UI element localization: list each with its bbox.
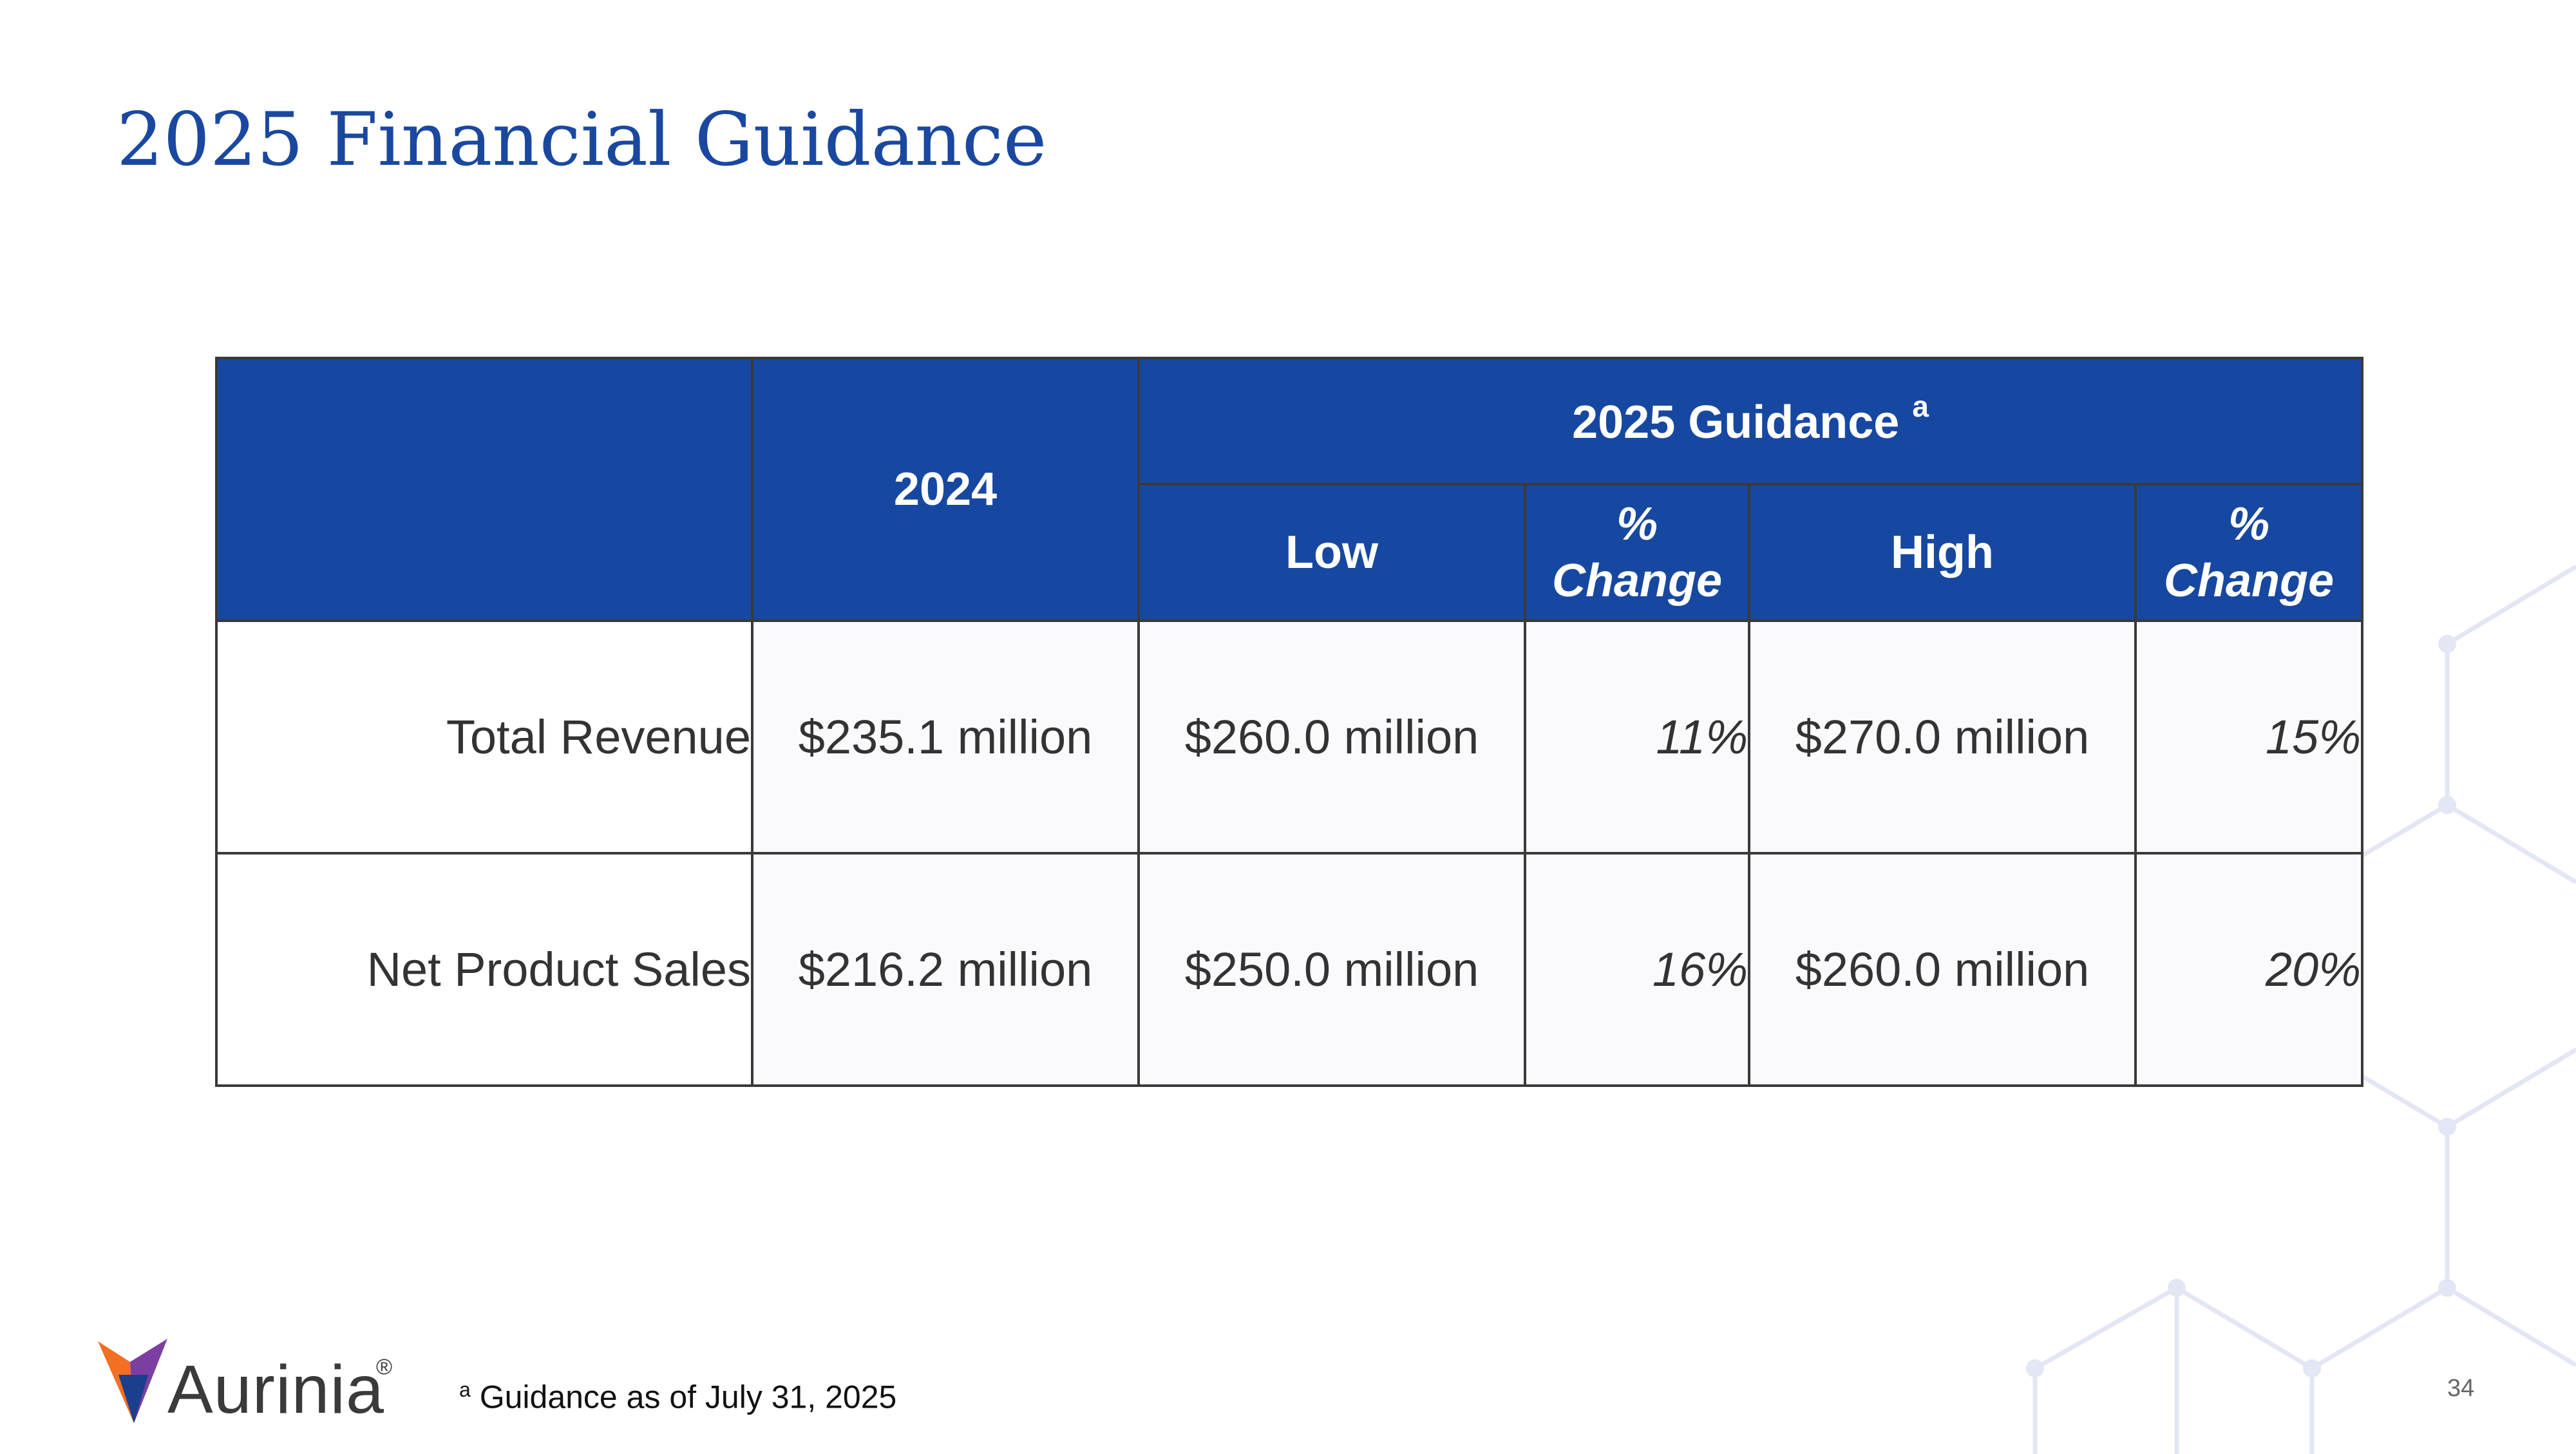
table-row: Net Product Sales $216.2 million $250.0 … bbox=[215, 852, 2363, 1087]
header-pct-symbol: % bbox=[2228, 498, 2270, 550]
value-low-pct: 11% bbox=[1524, 619, 1750, 854]
header-2025-guidance-label: 2025 Guidance bbox=[1572, 396, 1900, 448]
row-label: Total Revenue bbox=[215, 619, 753, 854]
value-high: $260.0 million bbox=[1748, 852, 2137, 1087]
value-low: $250.0 million bbox=[1137, 852, 1526, 1087]
header-high: High bbox=[1748, 483, 2137, 622]
table-subheader-row: Low % Change High % Change bbox=[216, 483, 2363, 622]
value-high-pct: 15% bbox=[2134, 619, 2363, 854]
value-low: $260.0 million bbox=[1137, 619, 1526, 854]
value-low-pct: 16% bbox=[1524, 852, 1750, 1087]
registered-mark: ® bbox=[376, 1355, 393, 1379]
footnote-text: Guidance as of July 31, 2025 bbox=[479, 1379, 897, 1415]
header-change-word: Change bbox=[2163, 555, 2334, 607]
aurinia-logo-mark-icon bbox=[98, 1339, 167, 1423]
table-header-row: 2024 2025 Guidance a bbox=[215, 357, 2363, 622]
slide-title: 2025 Financial Guidance bbox=[117, 97, 1047, 182]
aurinia-logo-wordmark: Aurinia bbox=[167, 1352, 384, 1428]
guidance-table: 2024 2025 Guidance a Low % Change High %… bbox=[215, 357, 2363, 1087]
header-high-pct-change: % Change bbox=[2134, 483, 2363, 622]
row-label: Net Product Sales bbox=[215, 852, 753, 1087]
page-number: 34 bbox=[2447, 1375, 2475, 1402]
header-change-word: Change bbox=[1551, 555, 1723, 607]
header-pct-symbol: % bbox=[1616, 498, 1658, 550]
footnote: a Guidance as of July 31, 2025 bbox=[459, 1378, 896, 1416]
header-2024: 2024 bbox=[751, 357, 1140, 622]
value-2024: $216.2 million bbox=[751, 852, 1140, 1087]
value-high-pct: 20% bbox=[2134, 852, 2363, 1087]
header-blank-cell bbox=[215, 357, 753, 622]
header-low: Low bbox=[1137, 483, 1526, 622]
value-2024: $235.1 million bbox=[751, 619, 1140, 854]
header-2025-guidance: 2025 Guidance a bbox=[1137, 357, 2363, 486]
header-low-pct-change: % Change bbox=[1524, 483, 1750, 622]
table-row: Total Revenue $235.1 million $260.0 mill… bbox=[215, 619, 2363, 854]
header-footnote-marker: a bbox=[1912, 389, 1929, 423]
footnote-marker: a bbox=[459, 1378, 471, 1401]
value-high: $270.0 million bbox=[1748, 619, 2137, 854]
